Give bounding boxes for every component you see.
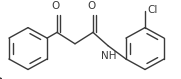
Text: Cl: Cl xyxy=(147,5,157,15)
Text: NH: NH xyxy=(101,51,117,61)
Text: O: O xyxy=(51,1,59,11)
Text: O: O xyxy=(87,1,95,11)
